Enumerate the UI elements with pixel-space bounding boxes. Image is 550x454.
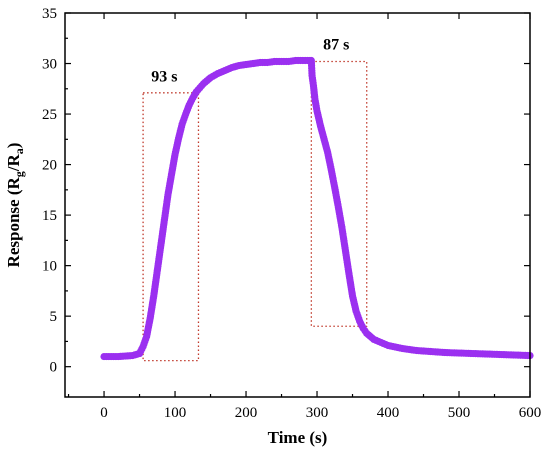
y-tick-label: 30 <box>42 57 57 73</box>
y-tick-label: 0 <box>50 360 58 376</box>
y-axis-ticks: 0 5 10 15 20 25 30 35 <box>42 6 530 376</box>
x-tick-label: 200 <box>235 405 258 421</box>
y-tick-label: 10 <box>42 259 57 275</box>
y-tick-label: 35 <box>42 6 57 22</box>
x-tick-label: 300 <box>306 405 329 421</box>
y-axis-title-sub-g: g <box>12 171 26 177</box>
plot-frame <box>64 12 531 398</box>
x-axis-title: Time (s) <box>268 428 328 447</box>
annotation-labels: 93 s 87 s <box>151 36 349 85</box>
response-time-box <box>142 92 200 362</box>
y-tick-label: 25 <box>42 107 57 123</box>
response-time-label: 93 s <box>151 69 177 86</box>
y-axis-title-sub-a: a <box>12 148 26 154</box>
y-tick-label: 15 <box>42 208 57 224</box>
response-time-label: 87 s <box>323 36 349 53</box>
x-tick-label: 0 <box>100 405 108 421</box>
x-tick-label: 400 <box>377 405 400 421</box>
x-axis-ticks: 0 100 200 300 400 500 600 <box>67 13 542 421</box>
y-axis-title-mid: /R <box>4 154 23 173</box>
y-axis-title-suffix: ) <box>4 143 23 149</box>
y-tick-label: 5 <box>50 309 58 325</box>
x-tick-label: 100 <box>164 405 187 421</box>
y-tick-label: 20 <box>42 158 57 174</box>
x-tick-label: 600 <box>519 405 542 421</box>
y-axis-title: Response (Rg/Ra) <box>4 143 26 268</box>
y-axis-title-prefix: Response (R <box>4 177 23 268</box>
x-tick-label: 500 <box>448 405 471 421</box>
annotation-boxes <box>142 60 368 362</box>
data-points <box>100 56 534 361</box>
